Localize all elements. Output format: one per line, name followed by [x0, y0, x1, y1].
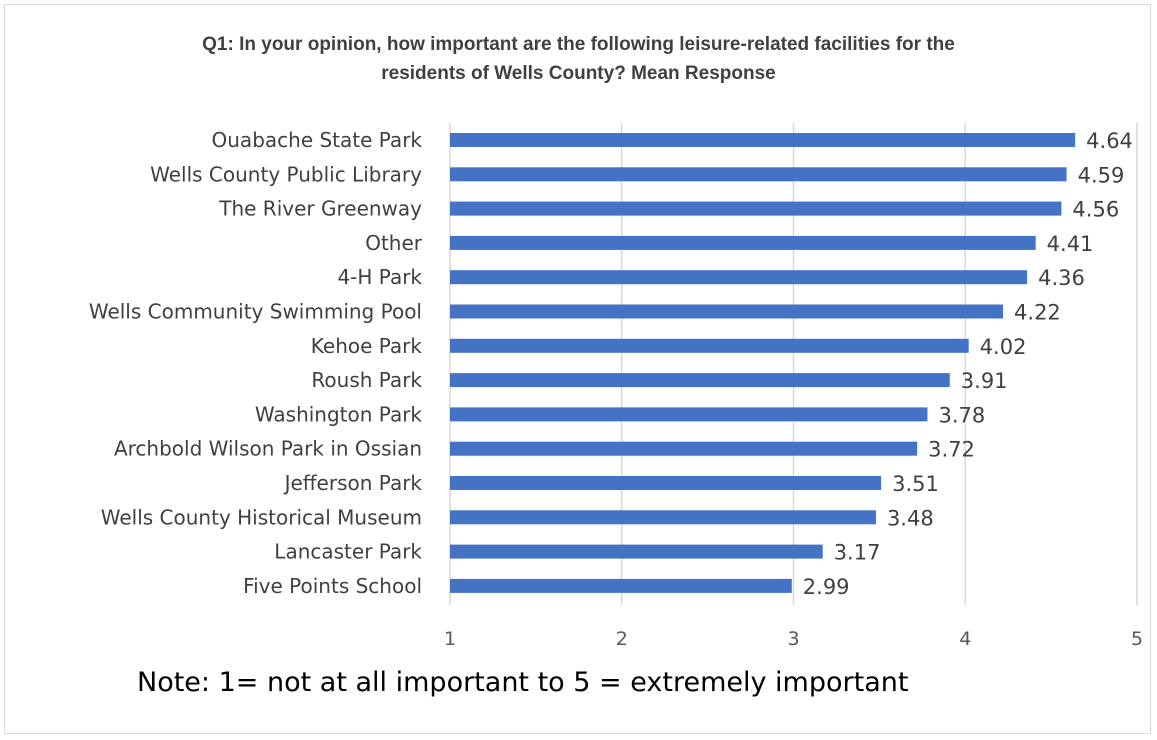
bar [450, 544, 823, 559]
data-label: 3.78 [938, 403, 985, 427]
category-label: 4-H Park [337, 265, 422, 289]
data-label: 2.99 [803, 575, 850, 599]
category-label: Kehoe Park [311, 334, 423, 358]
category-label: Other [365, 231, 423, 255]
bar [450, 441, 918, 456]
data-label: 4.02 [980, 335, 1027, 359]
bar [450, 133, 1076, 147]
bar [450, 373, 950, 388]
category-label: Wells Community Swimming Pool [89, 300, 422, 324]
data-label: 3.72 [928, 438, 975, 462]
category-label: Washington Park [255, 402, 423, 426]
category-label: Ouabache State Park [212, 128, 423, 152]
data-label: 3.48 [887, 506, 934, 530]
data-label: 3.17 [834, 541, 881, 565]
bar [450, 510, 876, 525]
category-label: Archbold Wilson Park in Ossian [114, 437, 422, 461]
bar [450, 201, 1062, 216]
bar [450, 304, 1004, 319]
data-label: 3.51 [892, 472, 939, 496]
chart-frame [4, 4, 1151, 734]
x-tick-label: 3 [787, 628, 799, 650]
chart-title-line-2: residents of Wells County? Mean Response [381, 63, 776, 84]
chart-title-line-1: Q1: In your opinion, how important are t… [202, 34, 955, 55]
data-label: 4.41 [1047, 232, 1094, 256]
scale-note: Note: 1= not at all important to 5 = ext… [137, 667, 909, 698]
category-label: Wells County Public Library [150, 162, 422, 186]
data-label: 4.36 [1038, 266, 1085, 290]
x-tick-label: 4 [959, 628, 971, 650]
category-label: Wells County Historical Museum [101, 505, 422, 529]
x-tick-label: 2 [616, 628, 628, 650]
bar [450, 578, 792, 593]
category-label: Jefferson Park [283, 471, 423, 495]
chart-title: Q1: In your opinion, how important are t… [0, 30, 1157, 88]
x-tick-label: 5 [1131, 628, 1143, 650]
data-label: 4.59 [1078, 163, 1125, 187]
bar [450, 407, 928, 422]
category-label: Lancaster Park [274, 540, 422, 564]
x-tick-label: 1 [444, 628, 456, 650]
data-label: 3.91 [961, 369, 1008, 393]
data-label: 4.64 [1086, 129, 1133, 153]
data-label: 4.56 [1072, 198, 1119, 222]
bar [450, 235, 1036, 250]
category-label: The River Greenway [218, 197, 422, 221]
data-label: 4.22 [1014, 301, 1061, 325]
category-label: Roush Park [311, 368, 422, 392]
bar [450, 476, 882, 490]
bar [450, 270, 1028, 285]
bar [450, 167, 1067, 182]
category-label: Five Points School [243, 574, 422, 598]
bar [450, 338, 969, 353]
